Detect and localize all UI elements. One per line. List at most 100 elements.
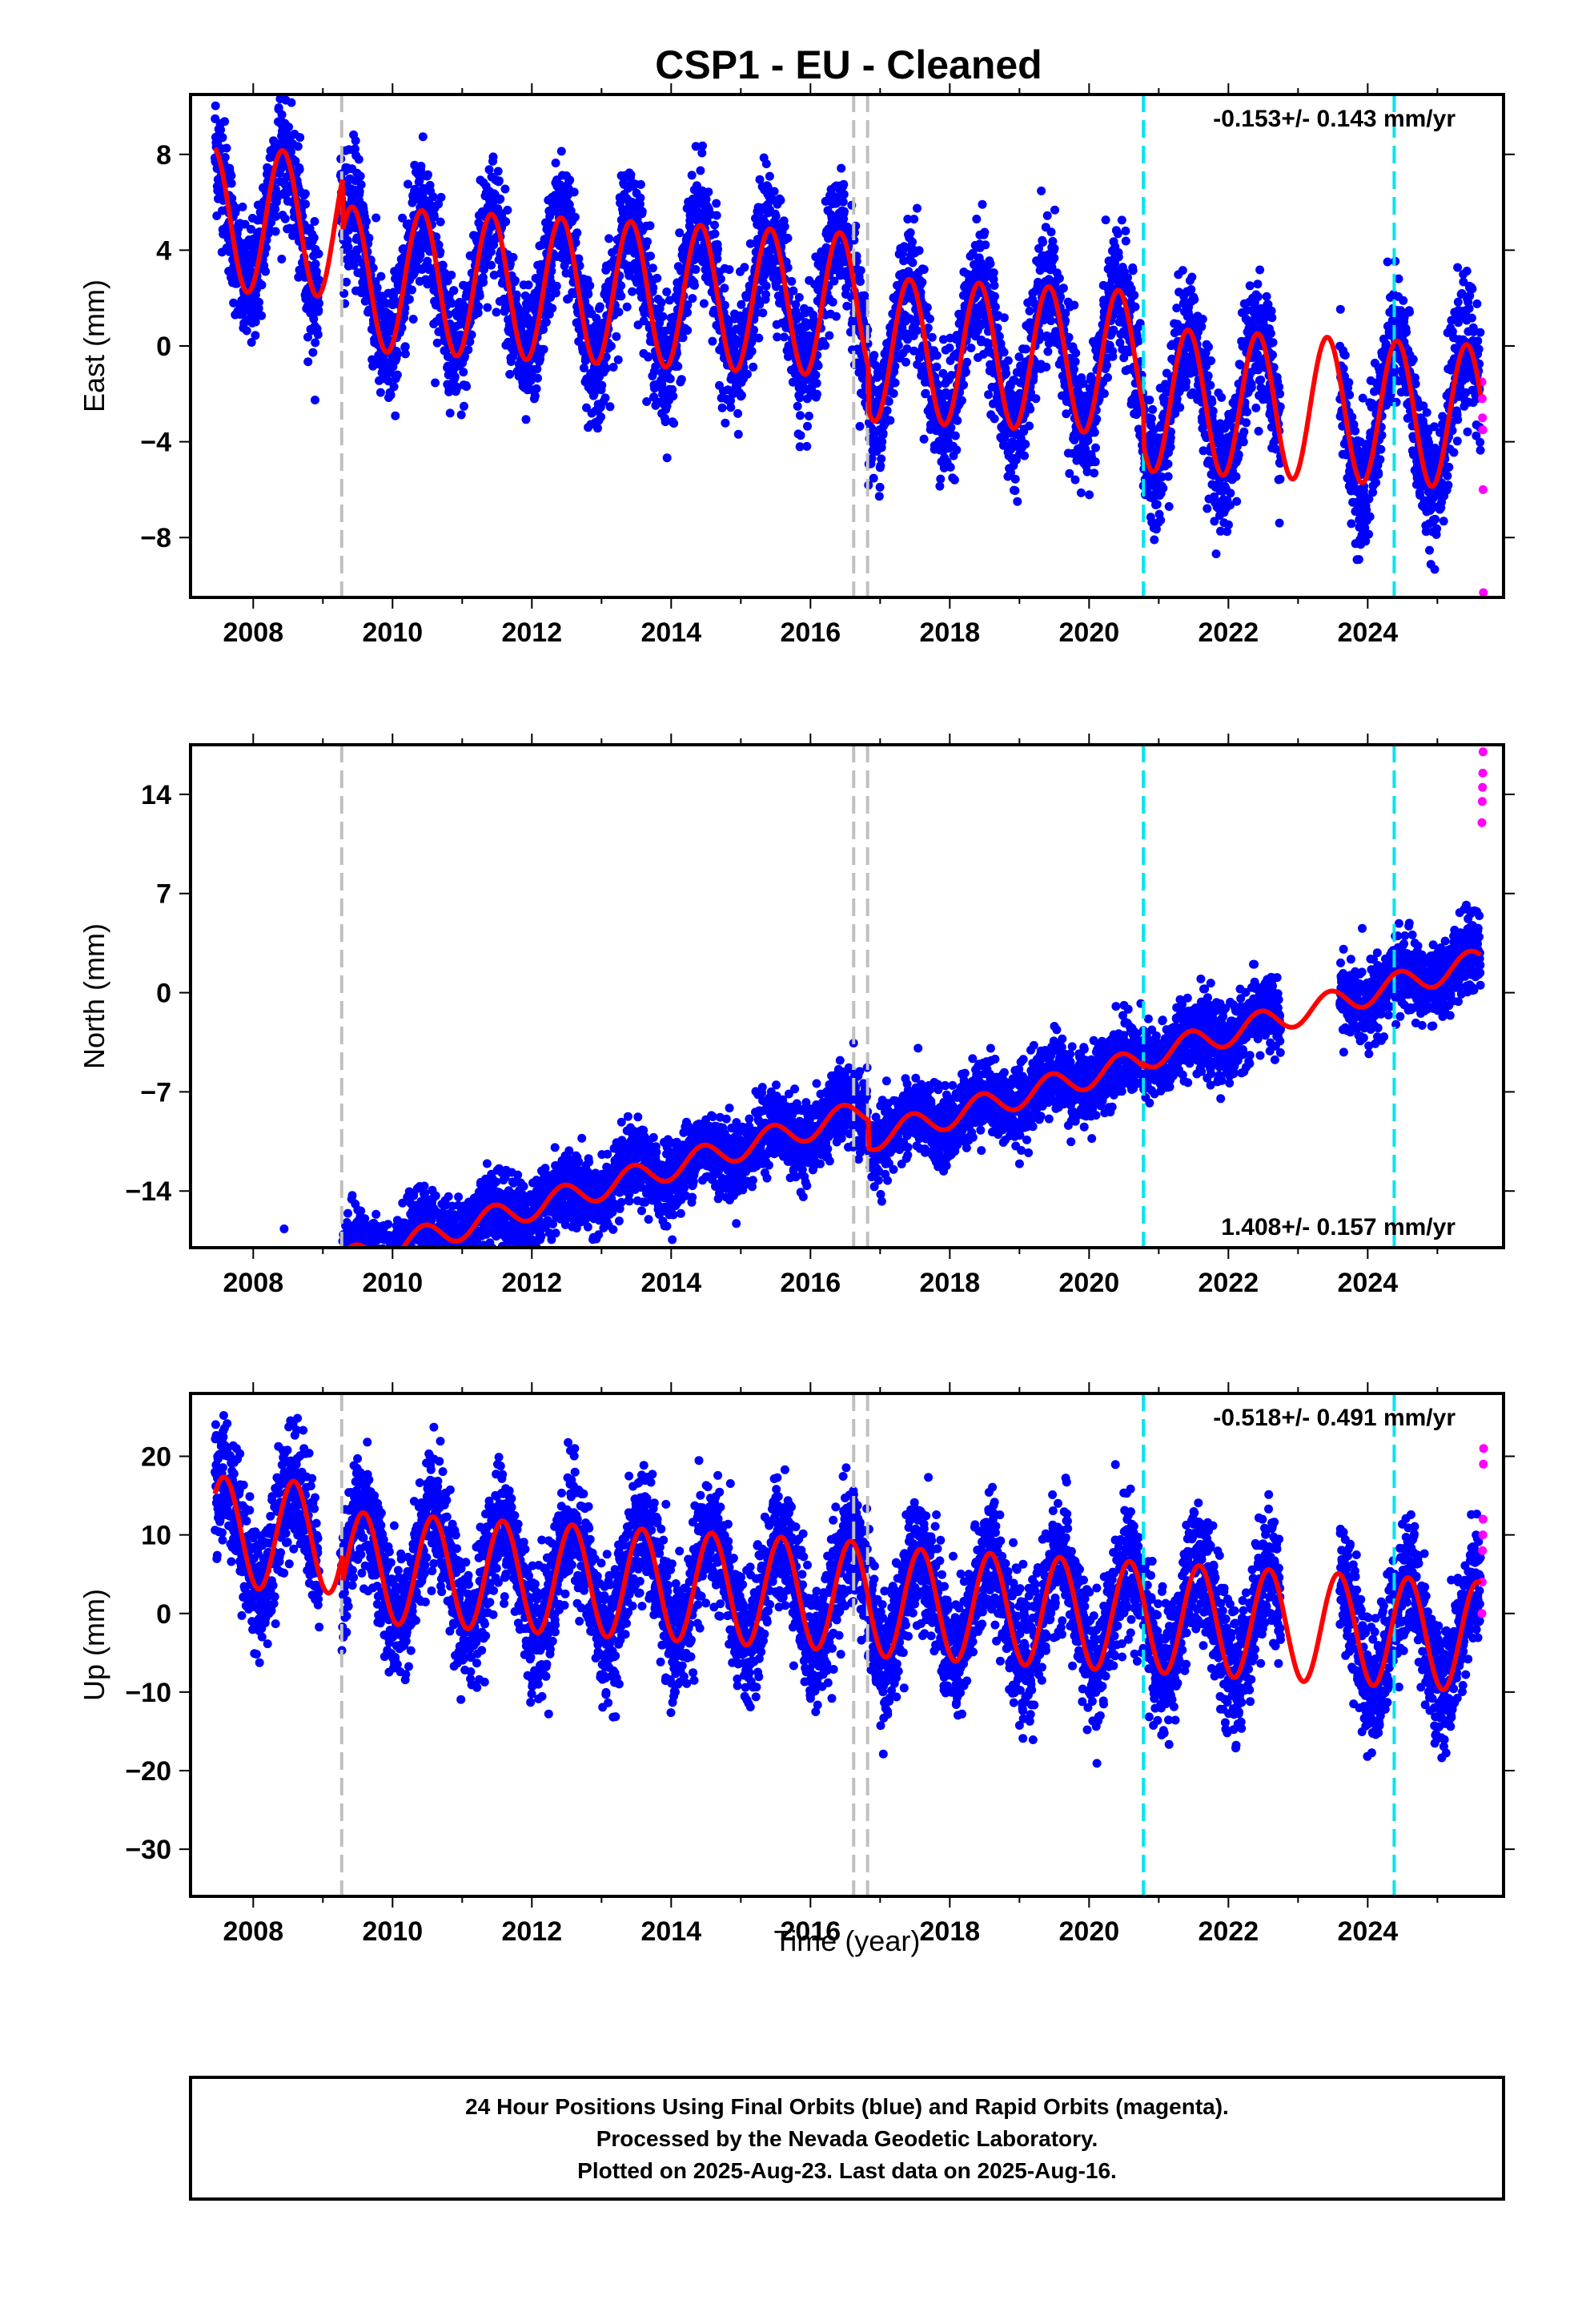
final-orbit-point <box>1121 226 1130 235</box>
final-orbit-point <box>626 170 636 179</box>
final-orbit-point <box>287 98 296 107</box>
final-orbit-point <box>908 258 917 267</box>
final-orbit-point <box>652 273 662 283</box>
final-orbit-point <box>311 338 320 348</box>
final-orbit-point <box>1130 302 1140 312</box>
final-orbit-point <box>364 233 374 243</box>
final-orbit-point <box>310 217 319 226</box>
final-orbit-point <box>990 414 999 424</box>
final-orbit-point <box>257 311 267 320</box>
final-orbit-point <box>250 240 259 250</box>
final-orbit-point <box>616 281 626 291</box>
final-orbit-point <box>669 419 679 428</box>
final-orbit-point <box>780 222 789 231</box>
final-orbit-point <box>914 246 924 255</box>
final-orbit-point <box>459 368 468 377</box>
final-orbit-point <box>600 393 610 403</box>
final-orbit-point <box>349 261 359 270</box>
final-orbit-point <box>449 286 459 296</box>
final-orbit-point <box>1020 451 1030 460</box>
final-orbit-point <box>828 297 837 307</box>
final-orbit-point <box>1145 396 1154 404</box>
final-orbit-point <box>216 125 226 135</box>
final-orbit-point <box>1099 389 1109 398</box>
final-orbit-point <box>218 133 227 143</box>
final-orbit-point <box>733 408 743 418</box>
final-orbit-point <box>343 242 353 251</box>
final-orbit-point <box>418 132 428 142</box>
final-orbit-point <box>869 473 878 483</box>
final-orbit-point <box>398 213 408 223</box>
final-orbit-point <box>488 152 498 162</box>
final-orbit-point <box>919 434 929 444</box>
final-orbit-point <box>1156 516 1166 525</box>
final-orbit-point <box>794 292 804 302</box>
final-orbit-point <box>710 220 719 230</box>
final-orbit-point <box>584 289 593 299</box>
final-orbit-point <box>436 217 445 227</box>
final-orbit-point <box>355 187 364 196</box>
final-orbit-point <box>464 345 473 355</box>
final-orbit-point <box>720 283 729 293</box>
final-orbit-point <box>431 378 440 388</box>
final-orbit-point <box>436 247 445 256</box>
final-orbit-point <box>1128 266 1138 275</box>
final-orbit-point <box>1054 274 1064 283</box>
east-plot-area <box>211 76 1488 597</box>
final-orbit-point <box>295 133 305 143</box>
final-orbit-point <box>743 369 752 379</box>
final-orbit-point <box>447 299 456 308</box>
final-orbit-point <box>1148 404 1158 414</box>
final-orbit-point <box>356 180 366 190</box>
final-orbit-point <box>592 313 601 323</box>
final-orbit-point <box>1117 215 1126 225</box>
final-orbit-point <box>293 142 303 151</box>
final-orbit-point <box>696 166 705 175</box>
final-orbit-point <box>526 376 536 386</box>
final-orbit-point <box>424 263 434 272</box>
final-orbit-point <box>436 192 446 202</box>
final-orbit-point <box>605 402 615 412</box>
final-orbit-point <box>839 179 849 189</box>
final-orbit-point <box>376 271 386 281</box>
final-orbit-point <box>1147 414 1156 424</box>
final-orbit-point <box>569 187 579 197</box>
final-orbit-point <box>643 237 652 247</box>
final-orbit-point <box>776 195 785 205</box>
final-orbit-point <box>932 351 942 360</box>
final-orbit-point <box>733 429 743 439</box>
final-orbit-point <box>285 76 294 85</box>
final-orbit-point <box>408 285 416 295</box>
final-orbit-point <box>432 338 442 348</box>
final-orbit-point <box>1163 472 1173 481</box>
final-orbit-point <box>813 361 823 371</box>
final-orbit-point <box>386 390 396 400</box>
final-orbit-point <box>789 286 798 296</box>
final-orbit-point <box>1050 243 1059 253</box>
final-orbit-point <box>524 280 533 290</box>
final-orbit-point <box>355 171 365 181</box>
final-orbit-point <box>717 403 727 412</box>
final-orbit-point <box>1037 186 1046 195</box>
final-orbit-point <box>919 265 929 274</box>
final-orbit-point <box>901 357 910 367</box>
final-orbit-point <box>277 110 287 119</box>
final-orbit-point <box>636 179 645 189</box>
final-orbit-point <box>532 384 541 393</box>
final-orbit-point <box>227 171 236 180</box>
final-orbit-point <box>238 202 247 211</box>
final-orbit-point <box>438 260 448 270</box>
final-orbit-point <box>309 314 319 324</box>
final-orbit-point <box>1031 394 1041 404</box>
final-orbit-point <box>220 117 230 127</box>
final-orbit-point <box>247 224 255 234</box>
final-orbit-point <box>1050 253 1059 263</box>
final-orbit-point <box>371 213 381 223</box>
final-orbit-point <box>1101 215 1110 225</box>
final-orbit-point <box>909 215 919 224</box>
final-orbit-point <box>474 302 484 312</box>
final-orbit-point <box>484 165 494 175</box>
final-orbit-point <box>761 290 771 300</box>
final-orbit-point <box>1046 227 1056 237</box>
final-orbit-point <box>565 175 575 185</box>
